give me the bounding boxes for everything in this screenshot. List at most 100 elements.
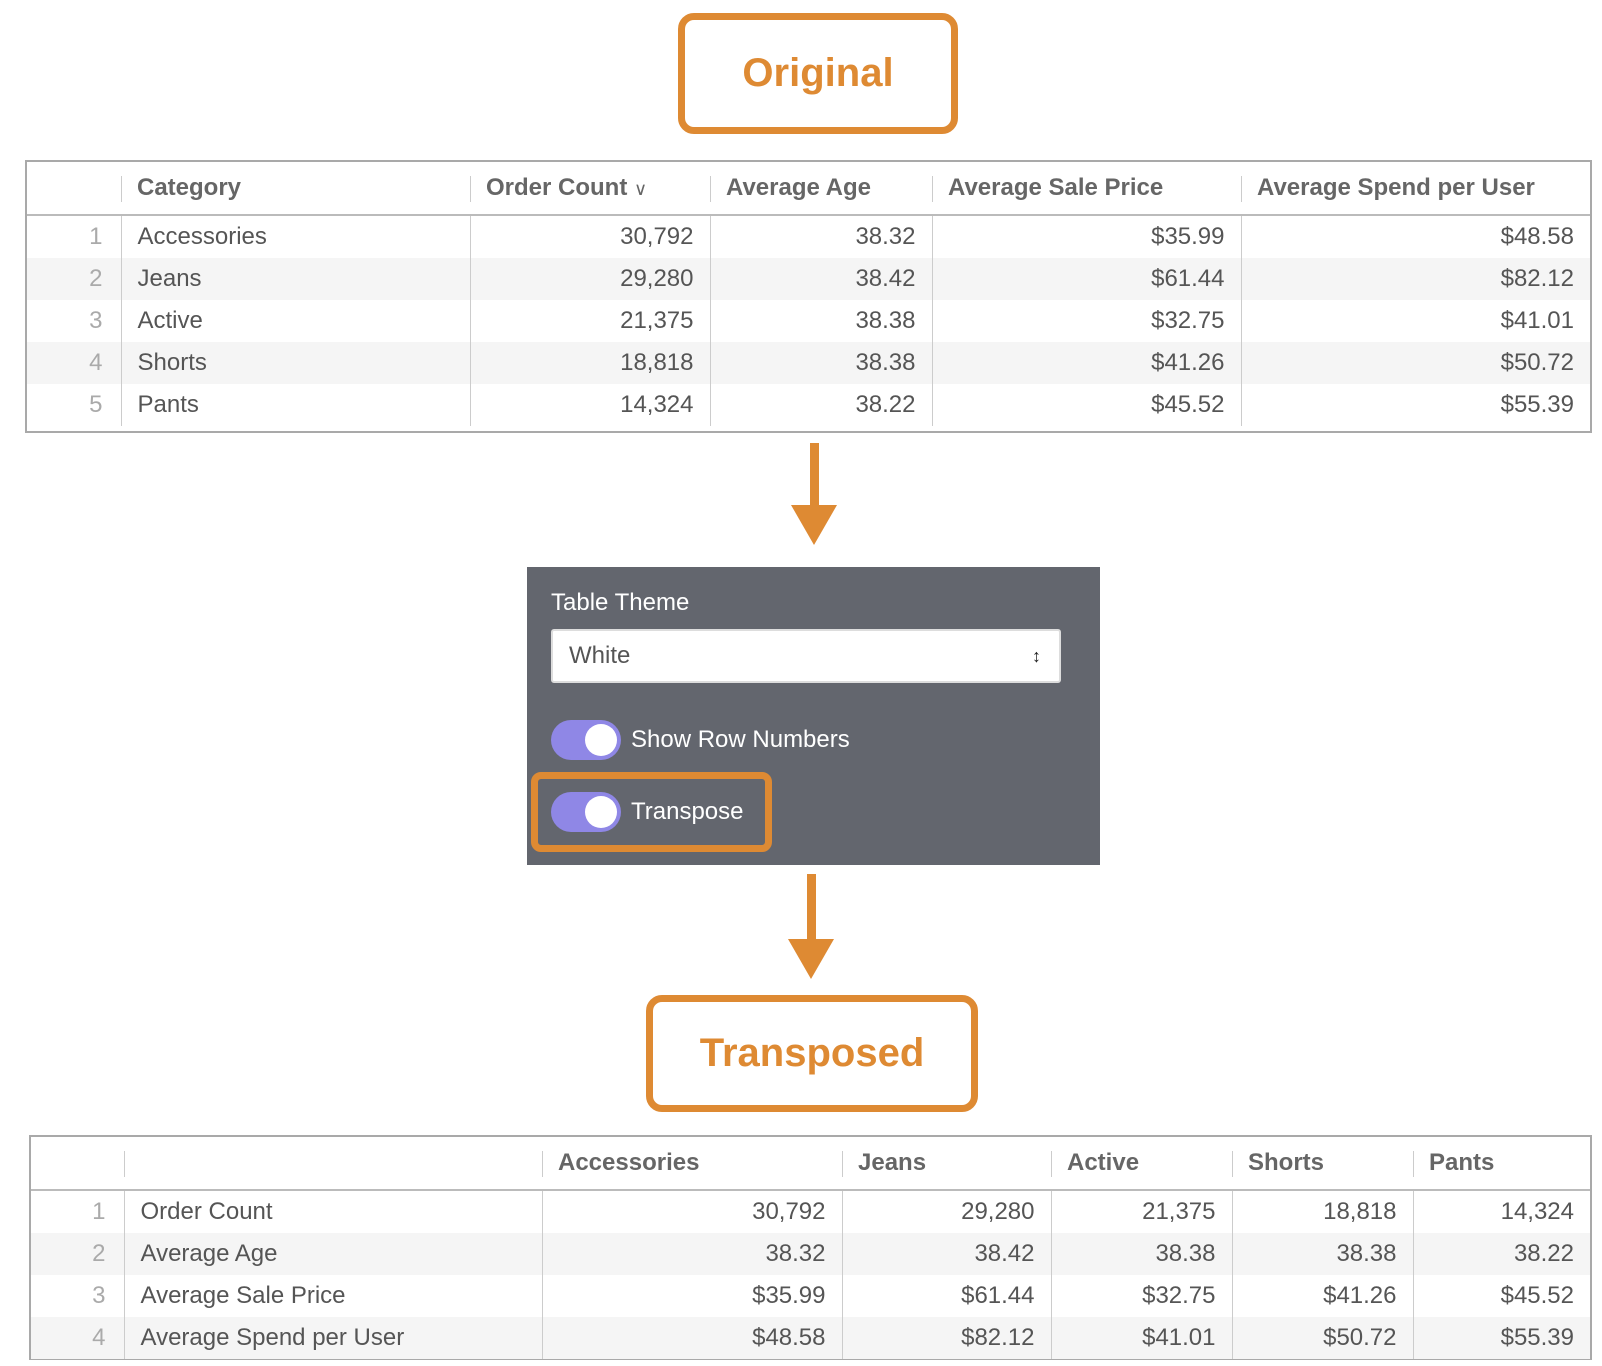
row-number: 1 [92, 1198, 106, 1225]
table-row: 3 Average Sale Price $35.99 $61.44 $32.75 $41… [31, 1275, 1590, 1317]
row-number: 4 [31, 1317, 124, 1359]
value-cell: $82.12 [841, 1317, 1051, 1359]
value-cell: $55.39 [1240, 384, 1590, 426]
value-cell: 18,818 [469, 342, 710, 384]
measure-cell: Average Sale Price [123, 1275, 542, 1317]
column-header-average-spend-per-user[interactable]: Average Spend per User [1241, 162, 1590, 216]
row-number-header [27, 162, 121, 216]
value-cell: 30,792 [469, 215, 710, 258]
transpose-toggle[interactable] [551, 792, 621, 832]
row-number: 4 [27, 342, 121, 384]
value-cell: $32.75 [1050, 1275, 1232, 1317]
value-cell: $41.01 [1050, 1317, 1232, 1359]
table-row: 2 Average Age 38.32 38.42 38.38 38.38 38.22 [31, 1233, 1590, 1275]
measure-cell: Average Age [123, 1233, 542, 1275]
value-cell: $41.26 [1231, 1275, 1413, 1317]
highlight-box [531, 772, 772, 852]
value-cell: 38.32 [709, 215, 932, 258]
value-cell: $55.39 [1412, 1317, 1590, 1359]
value-cell: 29,280 [469, 258, 710, 300]
table-row: 3 Active 21,375 38.38 $32.75 $41.01 [27, 300, 1590, 342]
value-cell: 21,375 [469, 300, 710, 342]
table-row: 4 Average Spend per User $48.58 $82.12 $41.0… [31, 1317, 1590, 1359]
category-cell: Accessories [120, 215, 470, 258]
show-row-numbers-toggle-row[interactable]: Show Row Numbers [551, 720, 850, 760]
value-cell: $48.58 [1240, 215, 1590, 258]
table-theme-value: White [569, 642, 631, 669]
row-number: 2 [31, 1233, 124, 1275]
value-cell: $82.12 [1240, 258, 1590, 300]
value-cell: 29,280 [841, 1190, 1051, 1233]
value-cell: $45.52 [1412, 1275, 1590, 1317]
column-header-average-age[interactable]: Average Age [710, 162, 932, 216]
transposed-label-text: Transposed [699, 1031, 925, 1075]
chevron-down-icon[interactable]: ∨ [634, 179, 648, 199]
value-cell: $61.44 [841, 1275, 1051, 1317]
value-cell: 38.38 [1231, 1233, 1413, 1275]
value-cell: $50.72 [1231, 1317, 1413, 1359]
original-label: Original [678, 13, 958, 134]
value-cell: $48.58 [541, 1317, 842, 1359]
row-number: 1 [89, 223, 103, 250]
transposed-label: Transposed [646, 995, 978, 1112]
show-row-numbers-toggle[interactable] [551, 720, 621, 760]
column-header[interactable]: Accessories [542, 1137, 842, 1191]
value-cell: $41.01 [1240, 300, 1590, 342]
row-number: 3 [89, 307, 103, 334]
measure-cell: Order Count [123, 1190, 542, 1233]
value-cell: $41.26 [931, 342, 1241, 384]
value-cell: 38.32 [541, 1233, 842, 1275]
transpose-label: Transpose [631, 798, 744, 825]
transpose-toggle-row[interactable]: Transpose [551, 792, 744, 832]
value-cell: 14,324 [1412, 1190, 1590, 1233]
column-header[interactable]: Shorts [1232, 1137, 1413, 1191]
category-cell: Shorts [120, 342, 470, 384]
value-cell: $61.44 [931, 258, 1241, 300]
table-row: 5 Pants 14,324 38.22 $45.52 $55.39 [27, 384, 1590, 426]
header-row: Category Order Count ∨ Average Age Avera… [27, 162, 1590, 216]
select-arrows-icon: ↕ [1032, 646, 1041, 666]
table-row: 1 Order Count 30,792 29,280 21,375 18,818 14,3… [31, 1190, 1590, 1233]
category-cell: Active [120, 300, 470, 342]
category-cell: Pants [120, 384, 470, 426]
table-row: 4 Shorts 18,818 38.38 $41.26 $50.72 [27, 342, 1590, 384]
row-number-header [31, 1137, 124, 1191]
column-header-order-count[interactable]: Order Count ∨ [470, 162, 710, 216]
value-cell: 30,792 [541, 1190, 842, 1233]
value-cell: 18,818 [1231, 1190, 1413, 1233]
column-header-category[interactable]: Category [121, 162, 470, 216]
value-cell: $35.99 [931, 215, 1241, 258]
column-header-average-sale-price[interactable]: Average Sale Price [932, 162, 1241, 216]
category-cell: Jeans [120, 258, 470, 300]
table-row: 2 Jeans 29,280 38.42 $61.44 $82.12 [27, 258, 1590, 300]
column-header[interactable]: Jeans [842, 1137, 1051, 1191]
header-row: Accessories Jeans Active Shorts Pants [31, 1137, 1590, 1191]
table-settings-panel: Table Theme White ↕ Show Row Numbers Tran… [527, 567, 1100, 865]
value-cell: 14,324 [469, 384, 710, 426]
column-header[interactable]: Pants [1413, 1137, 1590, 1191]
value-cell: 38.22 [709, 384, 932, 426]
column-header[interactable] [124, 1137, 542, 1191]
row-number: 5 [89, 391, 103, 418]
table-theme-label: Table Theme [551, 589, 690, 616]
value-cell: 21,375 [1050, 1190, 1232, 1233]
value-cell: 38.22 [1412, 1233, 1590, 1275]
value-cell: $32.75 [931, 300, 1241, 342]
value-cell: 38.38 [1050, 1233, 1232, 1275]
transposed-table: Accessories Jeans Active Shorts Pants 1 Order… [29, 1135, 1592, 1360]
show-row-numbers-label: Show Row Numbers [631, 726, 850, 753]
table-row: 1 Accessories 30,792 38.32 $35.99 $48.58 [27, 215, 1590, 258]
value-cell: 38.38 [709, 300, 932, 342]
table-theme-select[interactable]: White ↕ [551, 629, 1061, 683]
value-cell: $35.99 [541, 1275, 842, 1317]
row-number: 3 [92, 1282, 106, 1309]
value-cell: $45.52 [931, 384, 1241, 426]
value-cell: 38.42 [841, 1233, 1051, 1275]
original-label-text: Original [742, 51, 894, 95]
value-cell: $50.72 [1240, 342, 1590, 384]
value-cell: 38.42 [709, 258, 932, 300]
original-table: Category Order Count ∨ Average Age Avera… [25, 160, 1592, 433]
value-cell: 38.38 [709, 342, 932, 384]
column-header[interactable]: Active [1051, 1137, 1232, 1191]
row-number: 2 [27, 258, 121, 300]
